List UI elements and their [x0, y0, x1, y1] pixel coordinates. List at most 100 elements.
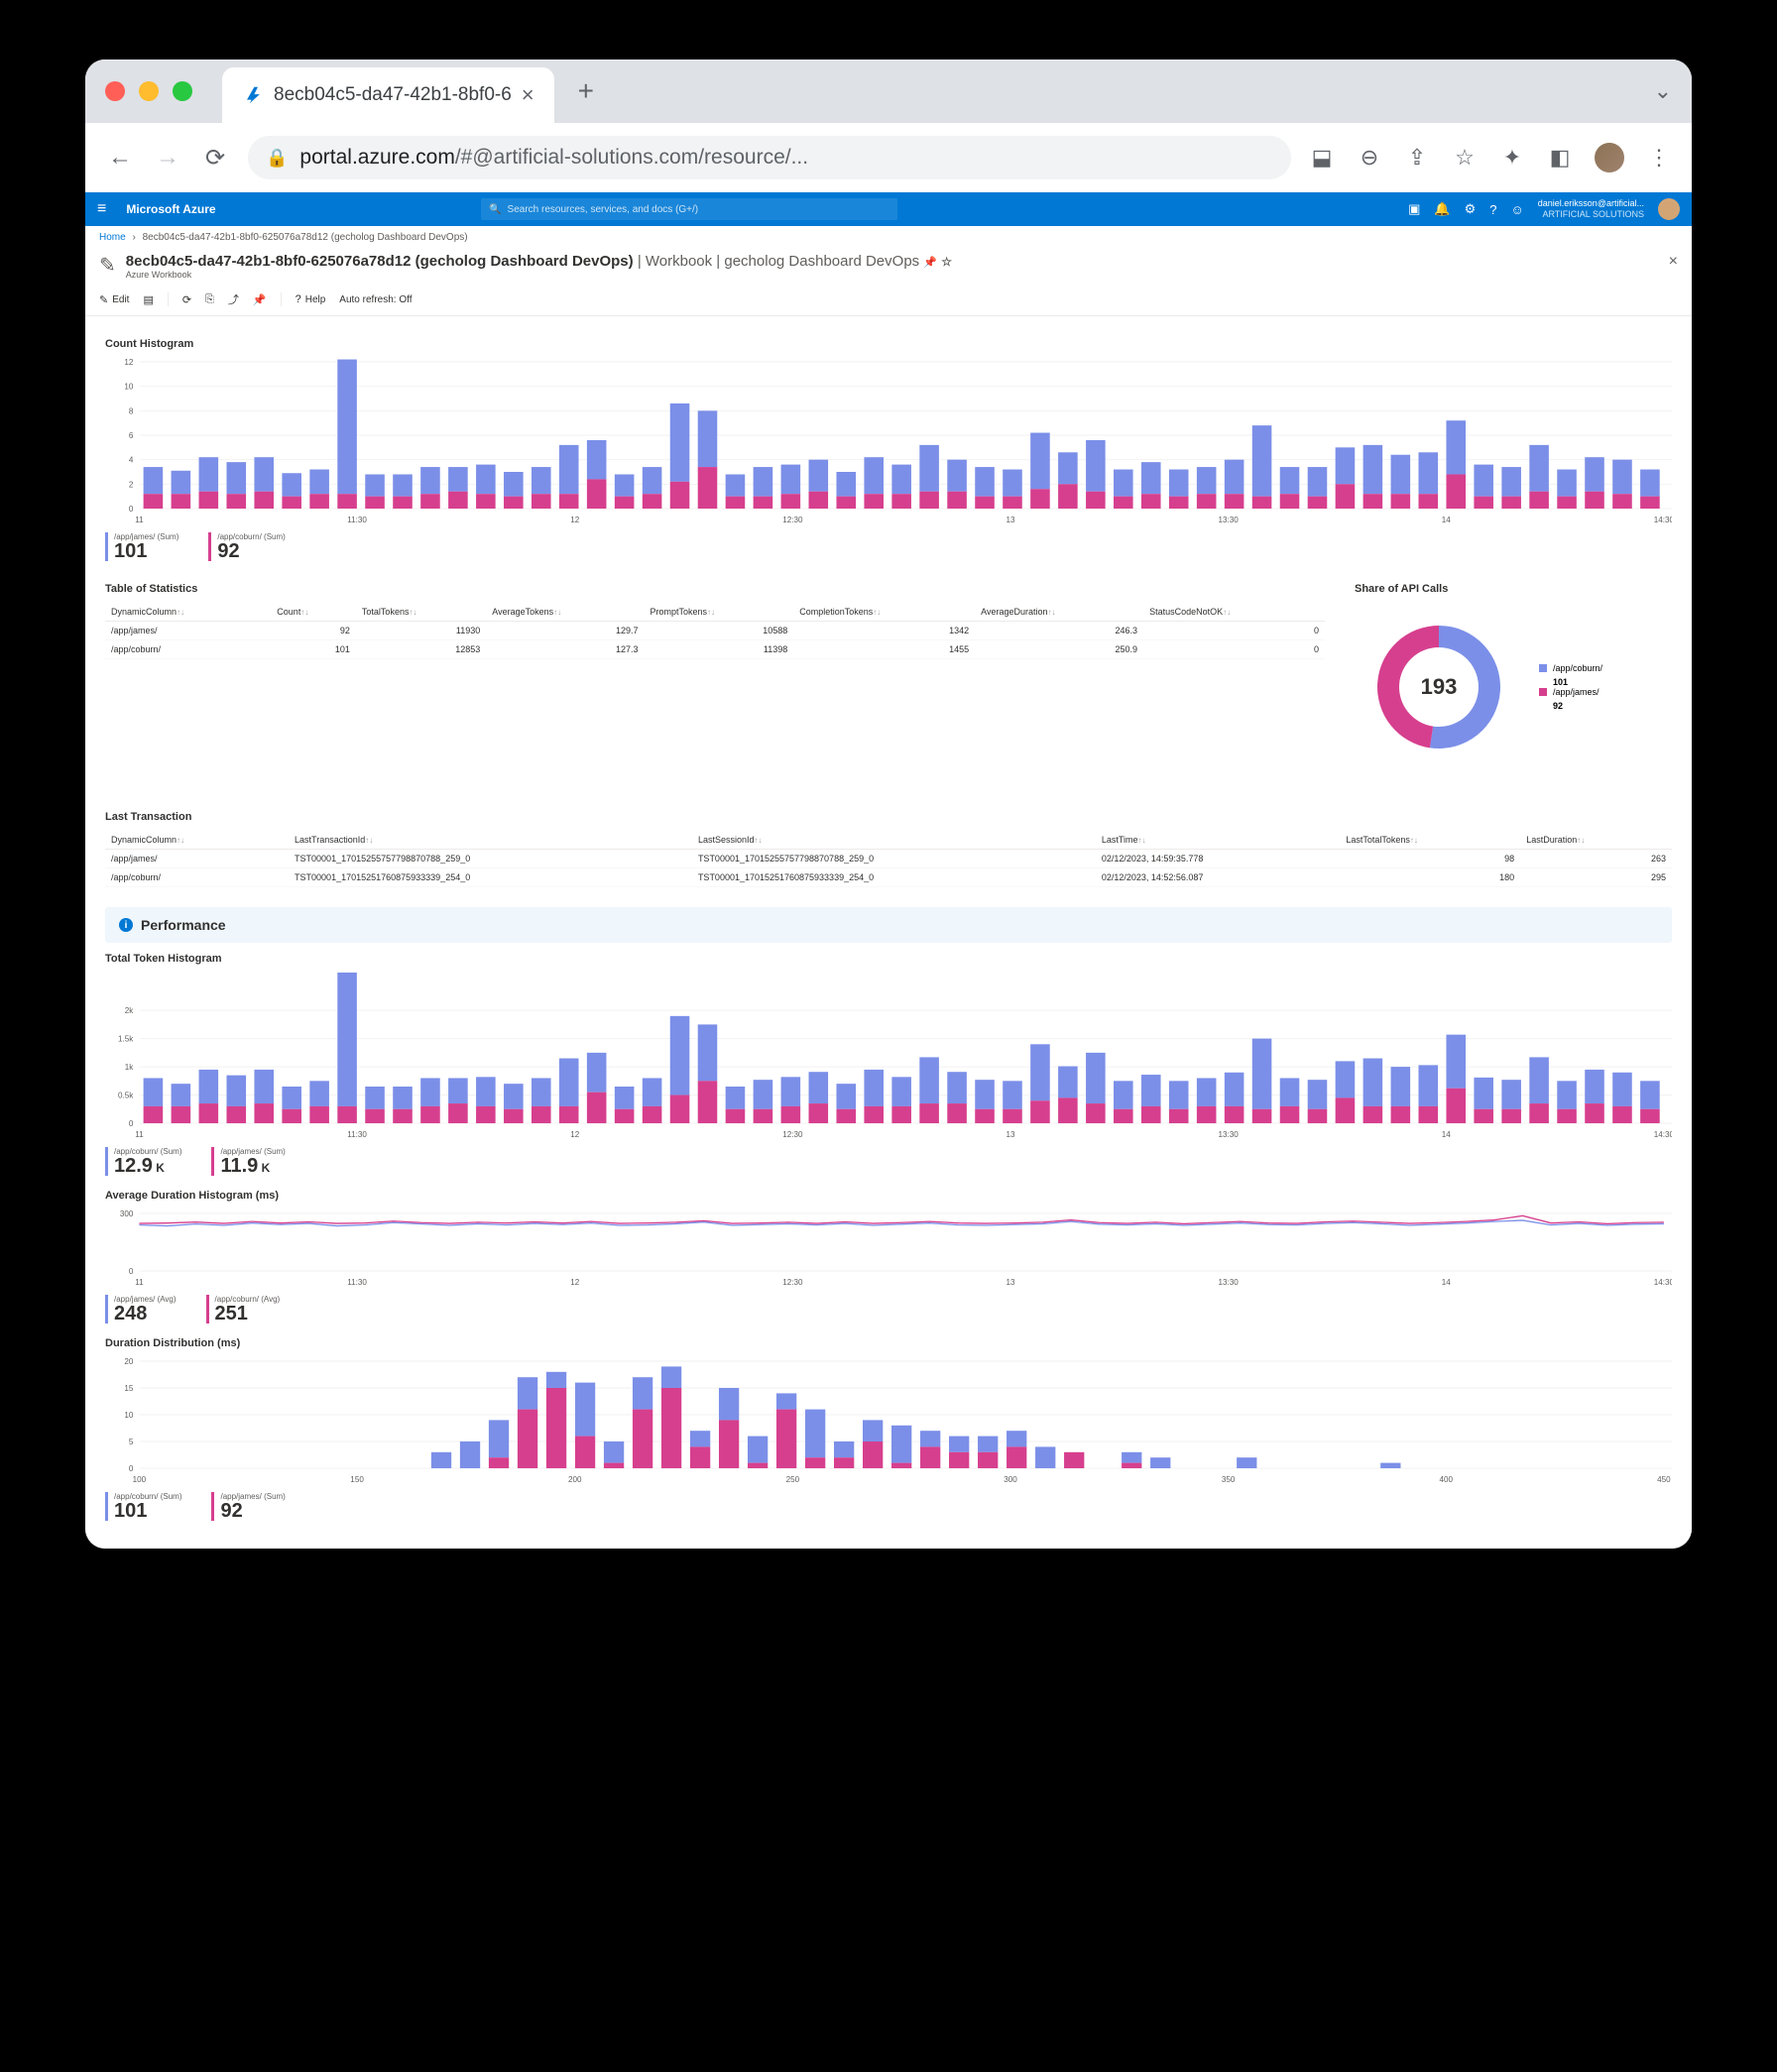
- table-header[interactable]: LastTime↑↓: [1096, 831, 1341, 850]
- table-row[interactable]: /app/coburn/10112853127.3113981455250.90: [105, 640, 1325, 659]
- forward-button[interactable]: →: [153, 143, 182, 173]
- zoom-icon[interactable]: ⊖: [1357, 145, 1382, 171]
- svg-text:11:30: 11:30: [347, 1278, 367, 1287]
- kpi: /app/coburn/ (Avg)251: [206, 1295, 281, 1324]
- table-header[interactable]: LastTotalTokens↑↓: [1340, 831, 1520, 850]
- table-header[interactable]: LastTransactionId↑↓: [289, 831, 692, 850]
- pin-button[interactable]: 📌: [253, 293, 267, 306]
- svg-text:350: 350: [1222, 1475, 1236, 1484]
- table-header[interactable]: DynamicColumn↑↓: [105, 603, 271, 622]
- svg-text:12: 12: [570, 1278, 580, 1287]
- svg-text:13:30: 13:30: [1218, 1278, 1239, 1287]
- table-header[interactable]: Count↑↓: [271, 603, 356, 622]
- kpi: /app/coburn/ (Sum)101: [105, 1492, 181, 1521]
- copy-button[interactable]: ⎘: [205, 293, 214, 306]
- avg-duration-chart: 03001111:301212:301313:301414:30: [105, 1209, 1672, 1289]
- sidepanel-icon[interactable]: ◧: [1547, 145, 1573, 171]
- new-tab-button[interactable]: +: [578, 75, 594, 107]
- count-histogram-title: Count Histogram: [105, 338, 1672, 350]
- bookmark-icon[interactable]: ☆: [1452, 145, 1478, 171]
- table-row[interactable]: /app/coburn/TST00001_1701525176087593333…: [105, 868, 1672, 887]
- notifications-icon[interactable]: 🔔: [1434, 201, 1450, 217]
- donut-chart: 193 /app/coburn/101/app/james/92: [1355, 603, 1672, 771]
- profile-avatar[interactable]: [1595, 143, 1624, 173]
- close-window-button[interactable]: [105, 81, 125, 101]
- maximize-window-button[interactable]: [173, 81, 192, 101]
- extensions-icon[interactable]: ✦: [1499, 145, 1525, 171]
- legend-item: /app/james/: [1539, 687, 1602, 697]
- page-header: ✎ 8ecb04c5-da47-42b1-8bf0-625076a78d12 (…: [85, 249, 1692, 288]
- browser-tab[interactable]: 8ecb04c5-da47-42b1-8bf0-6 ×: [222, 67, 554, 123]
- breadcrumb-current: 8ecb04c5-da47-42b1-8bf0-625076a78d12 (ge…: [143, 232, 468, 243]
- table-header[interactable]: DynamicColumn↑↓: [105, 831, 289, 850]
- menu-icon[interactable]: ⋮: [1646, 145, 1672, 171]
- azure-avatar[interactable]: [1658, 198, 1680, 220]
- svg-text:14:30: 14:30: [1654, 1278, 1672, 1287]
- tab-close-icon[interactable]: ×: [522, 82, 534, 108]
- open-button[interactable]: ▤: [143, 293, 153, 306]
- svg-text:10: 10: [124, 383, 134, 392]
- table-row[interactable]: /app/james/9211930129.7105881342246.30: [105, 622, 1325, 640]
- token-histogram-card: Total Token Histogram 00.5k1k1.5k2k1111:…: [105, 953, 1672, 1176]
- address-input[interactable]: 🔒 portal.azure.com/#@artificial-solution…: [248, 136, 1291, 179]
- breadcrumb-home[interactable]: Home: [99, 232, 126, 243]
- table-header[interactable]: CompletionTokens↑↓: [793, 603, 975, 622]
- table-stats-title: Table of Statistics: [105, 583, 1325, 595]
- minimize-window-button[interactable]: [139, 81, 159, 101]
- page-subtitle: Azure Workbook: [126, 270, 1659, 280]
- reload-button[interactable]: ⟳: [200, 143, 230, 173]
- azure-search-input[interactable]: [508, 204, 890, 215]
- feedback-icon[interactable]: ☺: [1511, 202, 1524, 217]
- pin-icon: 📌: [253, 293, 267, 306]
- cloudshell-icon[interactable]: ▣: [1408, 201, 1420, 217]
- table-header[interactable]: AverageDuration↑↓: [975, 603, 1143, 622]
- svg-text:12:30: 12:30: [782, 1130, 803, 1139]
- svg-text:0.5k: 0.5k: [118, 1092, 134, 1100]
- azure-user[interactable]: daniel.eriksson@artificial... ARTIFICIAL…: [1538, 198, 1644, 220]
- close-blade-icon[interactable]: ×: [1669, 253, 1678, 271]
- svg-text:14: 14: [1442, 1278, 1452, 1287]
- user-email: daniel.eriksson@artificial...: [1538, 198, 1644, 209]
- table-header[interactable]: PromptTokens↑↓: [644, 603, 793, 622]
- svg-text:0: 0: [129, 1464, 134, 1473]
- legend-item: /app/coburn/: [1539, 663, 1602, 673]
- table-header[interactable]: TotalTokens↑↓: [356, 603, 486, 622]
- table-header[interactable]: AverageTokens↑↓: [486, 603, 644, 622]
- share-icon[interactable]: ⇪: [1404, 145, 1430, 171]
- tab-title: 8ecb04c5-da47-42b1-8bf0-6: [274, 84, 512, 106]
- svg-text:2k: 2k: [125, 1006, 135, 1015]
- edit-button[interactable]: ✎Edit: [99, 293, 129, 306]
- table-header[interactable]: StatusCodeNotOK↑↓: [1143, 603, 1325, 622]
- table-header[interactable]: LastSessionId↑↓: [692, 831, 1096, 850]
- avg-duration-title: Average Duration Histogram (ms): [105, 1190, 1672, 1202]
- settings-icon[interactable]: ⚙: [1465, 201, 1477, 217]
- share-button[interactable]: ⤴: [228, 291, 239, 307]
- hamburger-icon[interactable]: ≡: [97, 200, 106, 218]
- svg-text:15: 15: [124, 1384, 134, 1393]
- avg-duration-kpis: /app/james/ (Avg)248/app/coburn/ (Avg)25…: [105, 1295, 1672, 1324]
- svg-text:14: 14: [1442, 1130, 1452, 1139]
- browser-window: 8ecb04c5-da47-42b1-8bf0-6 × + ⌄ ← → ⟳ 🔒 …: [85, 59, 1692, 1549]
- breadcrumbs: Home › 8ecb04c5-da47-42b1-8bf0-625076a78…: [85, 226, 1692, 249]
- svg-text:5: 5: [129, 1438, 134, 1446]
- help-icon[interactable]: ?: [1489, 202, 1496, 217]
- duration-dist-chart: 05101520100150200250300350400450: [105, 1357, 1672, 1486]
- install-app-icon[interactable]: ⬓: [1309, 145, 1335, 171]
- token-kpis: /app/coburn/ (Sum)12.9 K/app/james/ (Sum…: [105, 1147, 1672, 1176]
- count-kpis: /app/james/ (Sum)101/app/coburn/ (Sum)92: [105, 532, 1672, 561]
- back-button[interactable]: ←: [105, 143, 135, 173]
- help-button[interactable]: ?Help: [296, 293, 326, 305]
- table-header[interactable]: LastDuration↑↓: [1520, 831, 1672, 850]
- favorite-icon[interactable]: ☆: [941, 255, 952, 269]
- traffic-lights: [105, 81, 192, 101]
- autorefresh-button[interactable]: Auto refresh: Off: [339, 294, 412, 305]
- lock-icon: 🔒: [266, 148, 288, 169]
- azure-page: ≡ Microsoft Azure 🔍 ▣ 🔔 ⚙ ? ☺ daniel.eri…: [85, 192, 1692, 1549]
- table-row[interactable]: /app/james/TST00001_17015255757798870788…: [105, 850, 1672, 868]
- pin-icon[interactable]: 📌: [923, 257, 937, 269]
- tab-dropdown-icon[interactable]: ⌄: [1654, 78, 1672, 104]
- refresh-button[interactable]: ⟳: [182, 293, 191, 306]
- azure-search[interactable]: 🔍: [481, 198, 897, 220]
- table-stats: DynamicColumn↑↓Count↑↓TotalTokens↑↓Avera…: [105, 603, 1325, 659]
- svg-text:250: 250: [786, 1475, 800, 1484]
